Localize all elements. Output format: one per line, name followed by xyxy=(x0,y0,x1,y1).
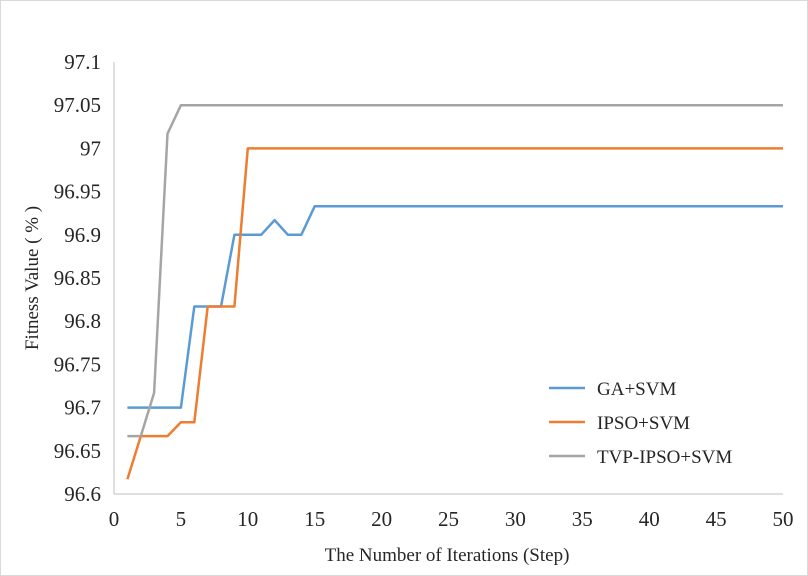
x-tick-label: 25 xyxy=(438,507,459,531)
y-tick-label: 96.9 xyxy=(64,223,101,247)
y-tick-label: 96.85 xyxy=(54,266,101,290)
y-tick-label: 97.05 xyxy=(54,93,101,117)
series-line-3 xyxy=(127,103,783,438)
y-axis-title: Fitness Value ( % ) xyxy=(22,206,43,350)
x-tick-label: 45 xyxy=(706,507,727,531)
x-tick-label: 40 xyxy=(639,507,660,531)
y-tick-label: 96.7 xyxy=(64,396,101,420)
y-tick-label: 97 xyxy=(80,136,101,160)
x-tick-label: 35 xyxy=(572,507,593,531)
x-tick-label: 15 xyxy=(304,507,325,531)
y-tick-label: 96.6 xyxy=(64,482,101,506)
x-tick-labels: 0 5 10 15 20 25 30 35 40 45 50 xyxy=(109,507,794,531)
series-lines xyxy=(126,103,784,480)
y-tick-labels: 96.6 96.65 96.7 96.75 96.8 96.85 96.9 96.95 97 97… xyxy=(54,50,101,506)
x-tick-label: 30 xyxy=(505,507,526,531)
legend-label-2: IPSO+SVM xyxy=(597,413,690,434)
y-tick-label: 96.75 xyxy=(54,352,101,376)
legend: GA+SVM IPSO+SVM TVP-IPSO+SVM xyxy=(549,379,732,468)
x-axis-title: The Number of Iterations (Step) xyxy=(325,545,570,566)
axes xyxy=(113,62,783,495)
series-line-1 xyxy=(127,205,783,409)
x-tick-label: 50 xyxy=(773,507,794,531)
legend-label-1: GA+SVM xyxy=(597,379,676,400)
x-tick-label: 20 xyxy=(371,507,392,531)
y-tick-label: 96.65 xyxy=(54,439,101,463)
x-tick-label: 0 xyxy=(109,507,120,531)
x-tick-label: 10 xyxy=(237,507,258,531)
x-tick-label: 5 xyxy=(176,507,187,531)
y-tick-label: 96.8 xyxy=(64,309,101,333)
legend-label-3: TVP-IPSO+SVM xyxy=(597,447,732,468)
y-tick-label: 97.1 xyxy=(64,50,101,74)
y-tick-label: 96.95 xyxy=(54,180,101,204)
